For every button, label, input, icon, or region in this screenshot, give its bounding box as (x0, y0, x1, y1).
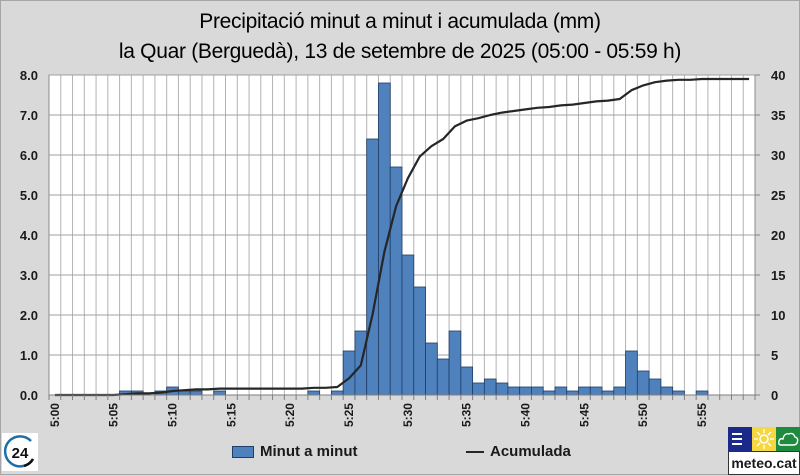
line-swatch-icon (466, 450, 484, 453)
x-tick-label: 5:30 (401, 403, 415, 427)
bar-5:45 (578, 386, 591, 396)
y-left-tick-label: 7.0 (20, 108, 38, 123)
bar-5:33 (436, 358, 450, 396)
line-series-acumulada (54, 77, 750, 397)
y-left-tick-label: 1.0 (20, 348, 38, 363)
chart-title: Precipitació minut a minut i acumulada (… (199, 10, 601, 33)
legend-label-line: Acumulada (490, 443, 571, 460)
bar-5:30 (401, 254, 415, 396)
x-tick-label: 5:15 (224, 403, 238, 427)
legend-item-minut-a-minut: Minut a minut (232, 443, 358, 460)
bar-5:43 (554, 386, 568, 396)
bar-series-minut-a-minut (119, 82, 709, 396)
chart-subtitle: la Quar (Berguedà), 13 de setembre de 20… (118, 40, 682, 63)
bar-5:47 (601, 390, 615, 396)
y-axis-left: 0.0 1.0 2.0 3.0 4.0 5.0 6.0 7.0 8.0 (20, 68, 38, 403)
y-left-tick-label: 2.0 (20, 308, 38, 323)
y-left-tick-label: 3.0 (20, 268, 38, 283)
y-right-tick-label: 20 (771, 228, 785, 243)
bar-5:49 (625, 350, 638, 396)
bar-5:12 (189, 390, 203, 396)
y-right-tick-label: 30 (771, 148, 785, 163)
bar-5:27 (366, 138, 379, 396)
bar-5:24 (330, 390, 344, 396)
x-tick-label: 5:25 (342, 403, 356, 427)
x-tick-label: 5:00 (48, 403, 62, 427)
meteocat-lines-icon (728, 427, 752, 451)
bar-5:46 (589, 386, 603, 396)
bar-5:36 (472, 382, 485, 396)
x-tick-label: 5:05 (107, 403, 121, 427)
bar-5:55 (695, 390, 709, 396)
x-tick-label: 5:55 (695, 403, 709, 427)
bar-5:11 (178, 390, 191, 396)
y-right-tick-label: 10 (771, 308, 785, 323)
svg-text:24: 24 (12, 445, 29, 462)
y-axis-right: 0 5 10 15 20 25 30 35 40 (755, 68, 785, 403)
x-tick-label: 5:35 (460, 403, 474, 427)
y-left-tick-label: 5.0 (20, 188, 38, 203)
bar-5:38 (495, 382, 509, 396)
news24-logo-icon: 24 (3, 435, 35, 468)
bar-5:39 (507, 386, 521, 396)
bar-5:34 (448, 330, 462, 396)
meteocat-cloud-icon (776, 427, 800, 451)
x-tick-label: 5:40 (519, 403, 533, 427)
meteocat-sun-icon (752, 427, 776, 451)
news24-logo: 24 (2, 433, 38, 471)
x-tick-label: 5:45 (577, 403, 591, 427)
x-tick-label: 5:50 (636, 403, 650, 427)
bar-5:40 (519, 386, 532, 396)
y-left-tick-label: 8.0 (20, 68, 38, 83)
y-left-tick-label: 0.0 (20, 388, 38, 403)
bar-5:32 (425, 342, 438, 396)
bar-5:48 (613, 386, 626, 396)
y-right-tick-label: 15 (771, 268, 785, 283)
x-axis: 5:00 5:05 5:10 5:15 5:20 5:25 5:30 5:35 5:40 5:45… (48, 394, 756, 427)
y-right-tick-label: 0 (771, 388, 778, 403)
bar-5:22 (307, 390, 321, 396)
y-right-tick-label: 35 (771, 108, 785, 123)
bar-5:52 (660, 386, 674, 396)
bar-5:37 (483, 378, 497, 396)
bar-5:35 (460, 366, 474, 396)
bar-5:31 (413, 286, 426, 396)
bar-5:44 (566, 390, 579, 396)
bar-5:50 (636, 370, 650, 396)
meteocat-logo: meteo.cat (728, 427, 800, 475)
bar-5:53 (672, 390, 685, 396)
legend-label-bars: Minut a minut (260, 443, 358, 460)
bar-5:42 (542, 390, 556, 396)
meteocat-brand-text: meteo.cat (728, 451, 800, 475)
bar-5:29 (389, 166, 403, 396)
legend-item-acumulada: Acumulada (466, 443, 571, 460)
bar-5:41 (531, 386, 544, 396)
bar-5:51 (648, 378, 662, 396)
x-tick-label: 5:10 (166, 403, 180, 427)
bar-swatch-icon (232, 445, 254, 458)
y-right-tick-label: 5 (771, 348, 778, 363)
y-left-tick-label: 4.0 (20, 228, 38, 243)
y-right-tick-label: 40 (771, 68, 785, 83)
bar-5:14 (213, 390, 226, 396)
y-left-tick-label: 6.0 (20, 148, 38, 163)
y-right-tick-label: 25 (771, 188, 785, 203)
x-tick-label: 5:20 (283, 403, 297, 427)
